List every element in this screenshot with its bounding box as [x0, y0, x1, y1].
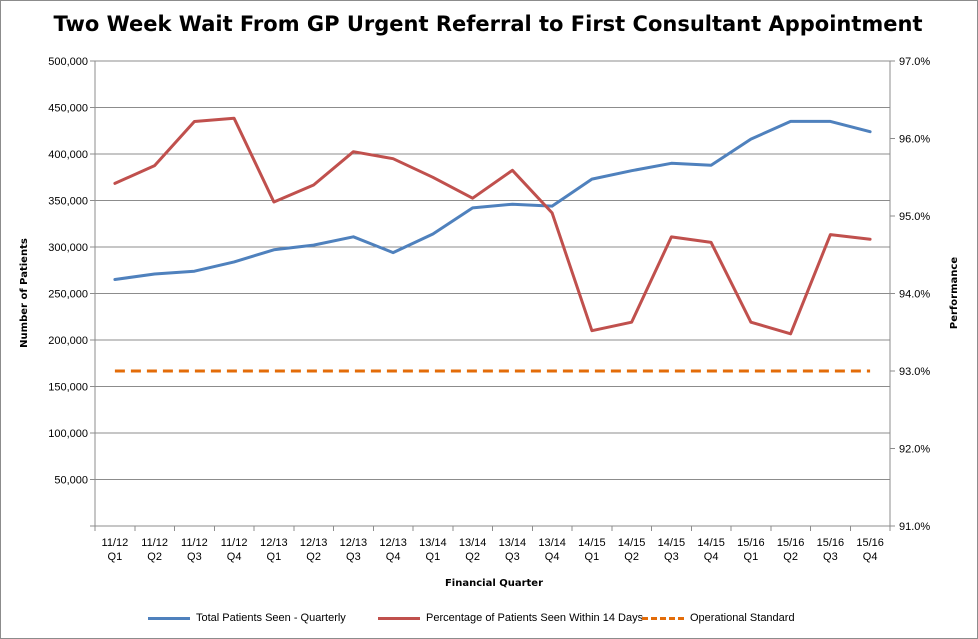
y-tick-label: 150,000	[48, 382, 88, 394]
x-tick-label-quarter: Q4	[863, 551, 878, 563]
tick-labels: 50,000 100,000 150,000 200,000 250,000 300,00…	[48, 56, 930, 563]
x-tick-label-quarter: Q1	[585, 551, 600, 563]
legend-label: Operational Standard	[690, 612, 795, 624]
x-tick-label-quarter: Q1	[744, 551, 759, 563]
x-tick-label-year: 15/16	[856, 537, 884, 549]
y-tick-label: 300,000	[48, 242, 88, 254]
x-tick-label-year: 13/14	[459, 537, 487, 549]
y2-tick-label: 96.0%	[899, 134, 930, 146]
x-tick-label-year: 11/12	[141, 537, 168, 549]
x-tick-label-year: 14/15	[618, 537, 646, 549]
legend-item: Operational Standard	[642, 609, 795, 627]
x-tick-label-quarter: Q1	[426, 551, 441, 563]
y2-tick-label: 95.0%	[899, 211, 930, 223]
y-tick-label: 50,000	[54, 475, 88, 487]
x-tick-label-quarter: Q3	[346, 551, 361, 563]
x-tick-label-year: 12/13	[340, 537, 368, 549]
series-lines	[113, 116, 872, 373]
y-axis-title: Number of Patients	[19, 238, 30, 348]
y-tick-label: 350,000	[48, 196, 88, 208]
y2-tick-label: 91.0%	[899, 521, 930, 533]
legend-label: Percentage of Patients Seen Within 14 Da…	[426, 612, 644, 624]
y-tick-label: 500,000	[48, 56, 88, 68]
x-tick-label-year: 15/16	[777, 537, 805, 549]
x-tick-label-quarter: Q3	[187, 551, 202, 563]
y2-tick-label: 97.0%	[899, 56, 930, 68]
x-tick-label-quarter: Q2	[624, 551, 639, 563]
x-tick-label-year: 15/16	[737, 537, 765, 549]
x-tick-label-quarter: Q4	[386, 551, 401, 563]
y-tick-label: 250,000	[48, 289, 88, 301]
legend-swatch	[148, 616, 190, 620]
y-tick-label: 100,000	[48, 428, 88, 440]
y-tick-label: 400,000	[48, 149, 88, 161]
x-tick-label-quarter: Q1	[267, 551, 282, 563]
y-tick-label: 200,000	[48, 335, 88, 347]
axes	[90, 60, 895, 531]
x-tick-label-quarter: Q1	[108, 551, 123, 563]
legend: Total Patients Seen - Quarterly Percentag…	[0, 609, 976, 627]
y-tick-label: 450,000	[48, 103, 88, 115]
x-tick-label-year: 13/14	[419, 537, 447, 549]
x-tick-label-year: 12/13	[260, 537, 288, 549]
x-tick-label-quarter: Q2	[783, 551, 798, 563]
x-tick-label-year: 11/12	[181, 537, 208, 549]
x-tick-label-year: 12/13	[300, 537, 328, 549]
x-tick-label-year: 13/14	[538, 537, 566, 549]
x-tick-label-year: 15/16	[817, 537, 845, 549]
y2-tick-label: 94.0%	[899, 289, 930, 301]
x-axis-title: Financial Quarter	[445, 578, 543, 589]
legend-label: Total Patients Seen - Quarterly	[196, 612, 346, 624]
x-tick-label-quarter: Q4	[227, 551, 242, 563]
series-line-0	[113, 119, 872, 281]
x-tick-label-quarter: Q3	[505, 551, 520, 563]
x-tick-label-quarter: Q4	[545, 551, 560, 563]
x-tick-label-year: 11/12	[221, 537, 248, 549]
x-tick-label-year: 11/12	[102, 537, 129, 549]
line-chart: 50,000 100,000 150,000 200,000 250,000 300,00…	[19, 56, 960, 589]
x-tick-label-year: 14/15	[658, 537, 686, 549]
y2-axis-title: Performance	[949, 257, 960, 329]
x-tick-label-year: 14/15	[578, 537, 606, 549]
legend-item: Total Patients Seen - Quarterly	[148, 609, 346, 627]
x-tick-label-quarter: Q3	[823, 551, 838, 563]
x-tick-label-quarter: Q2	[147, 551, 162, 563]
x-tick-label-quarter: Q4	[704, 551, 719, 563]
x-tick-label-year: 12/13	[379, 537, 407, 549]
x-tick-label-year: 14/15	[697, 537, 725, 549]
gridlines	[95, 60, 890, 480]
y2-tick-label: 93.0%	[899, 366, 930, 378]
y2-tick-label: 92.0%	[899, 444, 930, 456]
chart-title: Two Week Wait From GP Urgent Referral to…	[53, 12, 923, 36]
legend-item: Percentage of Patients Seen Within 14 Da…	[378, 609, 643, 627]
legend-swatch	[642, 616, 684, 620]
x-tick-label-quarter: Q3	[664, 551, 679, 563]
legend-swatch	[378, 616, 420, 620]
x-tick-label-quarter: Q2	[465, 551, 480, 563]
x-tick-label-quarter: Q2	[306, 551, 321, 563]
series-line-1	[113, 116, 872, 336]
x-tick-label-year: 13/14	[499, 537, 527, 549]
